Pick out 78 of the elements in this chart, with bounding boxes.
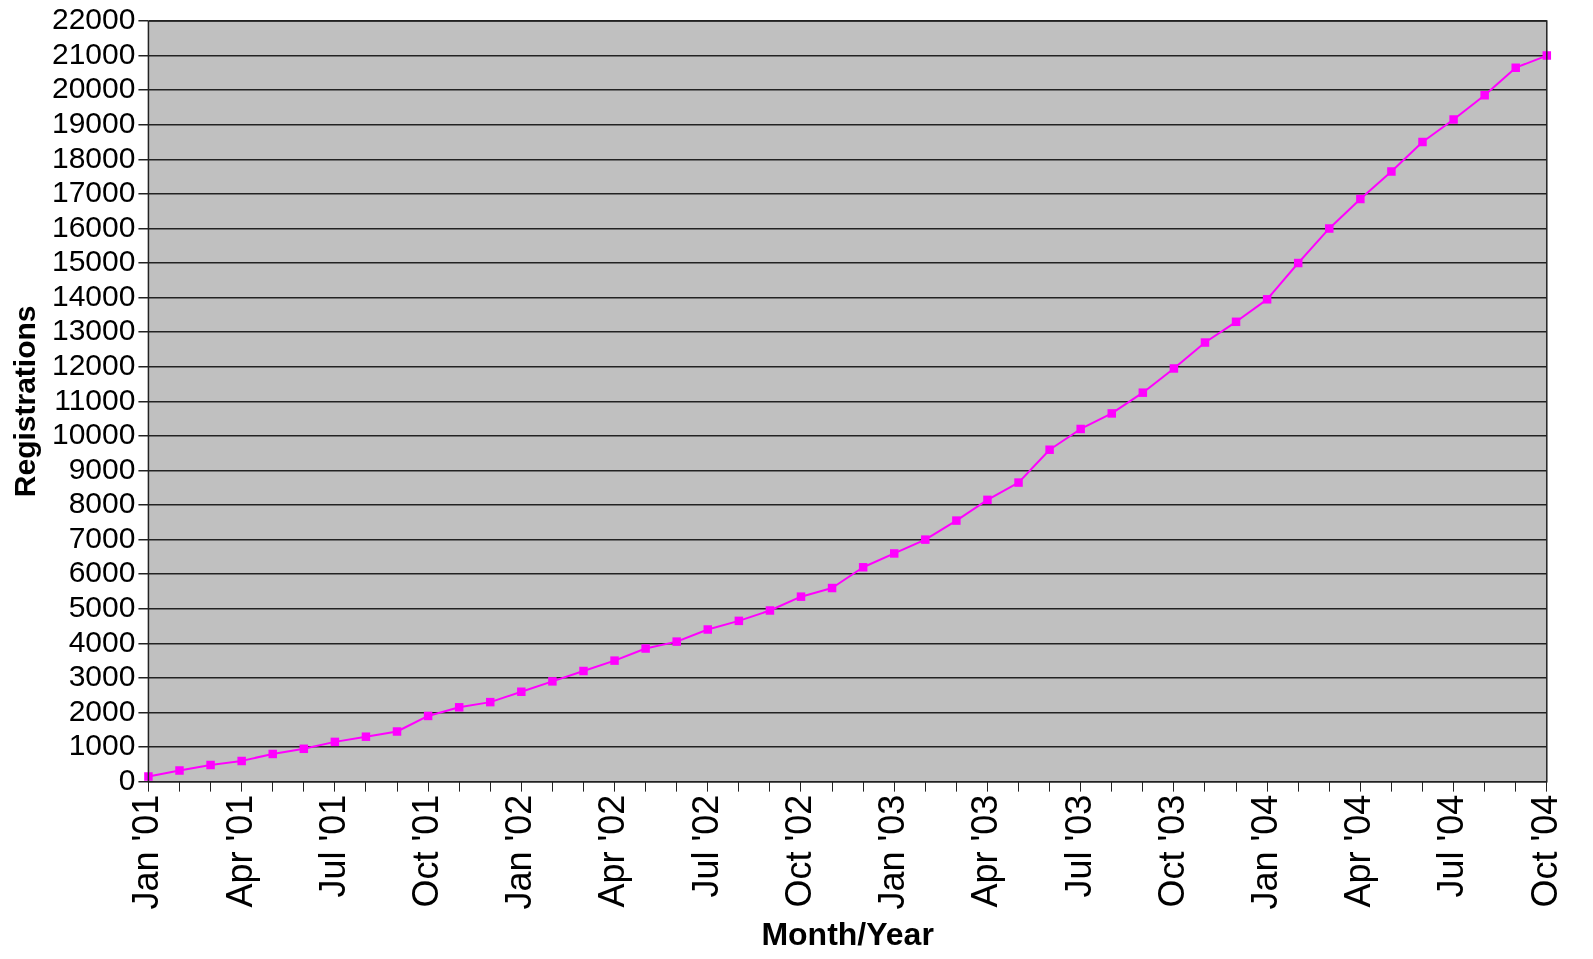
x-tick-label: Jan '02 [498, 794, 540, 910]
point [672, 637, 681, 646]
point [1325, 224, 1334, 233]
point [361, 732, 371, 741]
y-tick-label: 14000 [51, 278, 136, 312]
point [237, 756, 246, 766]
y-tick-label: 8000 [68, 486, 136, 520]
x-tick-label: Jan '04 [1244, 794, 1286, 910]
point [1076, 424, 1085, 434]
point [1480, 91, 1489, 100]
point [1387, 167, 1396, 176]
point [1418, 137, 1427, 147]
y-tick-label: 1000 [68, 728, 136, 762]
x-tick-label: Apr '03 [964, 794, 1006, 908]
y-tick-label: 18000 [51, 140, 136, 174]
point [1138, 388, 1148, 397]
y-tick-label: 19000 [51, 105, 136, 139]
point [765, 606, 775, 615]
point [952, 516, 961, 525]
x-tick-label: Jul '04 [1430, 794, 1472, 898]
y-tick-label: 2000 [68, 693, 136, 727]
x-tick-label: Jan '01 [125, 794, 167, 910]
point [1511, 63, 1520, 72]
x-tick-label: Jul '01 [311, 794, 353, 898]
point [517, 687, 526, 696]
point [454, 703, 464, 712]
y-tick-label: 3000 [68, 659, 136, 693]
point [983, 495, 992, 505]
point [641, 644, 650, 653]
point [1200, 338, 1210, 347]
point [889, 549, 899, 558]
point [175, 766, 184, 775]
y-tick-label: 15000 [51, 244, 136, 278]
point [392, 727, 402, 736]
point [268, 749, 277, 759]
x-tick-label: Apr '02 [591, 794, 633, 908]
x-axis-title: Month/Year [761, 915, 934, 952]
y-tick-label: 16000 [51, 209, 136, 243]
y-tick-label: 9000 [68, 451, 136, 485]
point [610, 656, 619, 665]
x-tick-label: Apr '04 [1337, 794, 1379, 908]
x-tick-label: Oct '01 [405, 794, 447, 908]
point [579, 666, 588, 676]
x-tick-label: Oct '02 [777, 794, 819, 908]
y-tick-label: 21000 [51, 36, 136, 70]
point [1045, 445, 1054, 454]
x-tick-label: Oct '04 [1523, 794, 1565, 908]
point [548, 677, 557, 686]
x-tick-label: Oct '03 [1150, 794, 1192, 908]
y-tick-label: 22000 [51, 2, 136, 36]
point [144, 772, 153, 781]
y-axis-title: Registrations [8, 305, 42, 498]
x-tick-label: Jul '02 [684, 794, 726, 898]
point [1262, 295, 1272, 304]
y-tick-label: 17000 [51, 175, 136, 209]
x-tick-label: Jul '03 [1057, 794, 1099, 898]
point [1449, 115, 1458, 124]
y-tick-label: 7000 [68, 520, 136, 554]
y-tick-label: 0 [118, 762, 136, 796]
point [1356, 194, 1365, 204]
point [921, 535, 930, 544]
y-tick-label: 10000 [51, 417, 136, 451]
point [796, 592, 806, 601]
y-tick-label: 5000 [68, 590, 136, 624]
y-tick-label: 20000 [51, 71, 136, 105]
point [858, 563, 868, 572]
point [1014, 478, 1023, 487]
y-tick-label: 11000 [54, 382, 136, 416]
y-tick-label: 12000 [51, 348, 136, 382]
y-tick-label: 13000 [51, 313, 136, 347]
point [1107, 409, 1116, 418]
point [703, 625, 713, 634]
x-tick-label: Jan '03 [871, 794, 913, 910]
y-tick-label: 4000 [68, 624, 136, 658]
point [206, 760, 215, 770]
point [1169, 364, 1179, 373]
y-tick-label: 6000 [68, 555, 136, 589]
x-tick-label: Apr '01 [218, 794, 260, 908]
